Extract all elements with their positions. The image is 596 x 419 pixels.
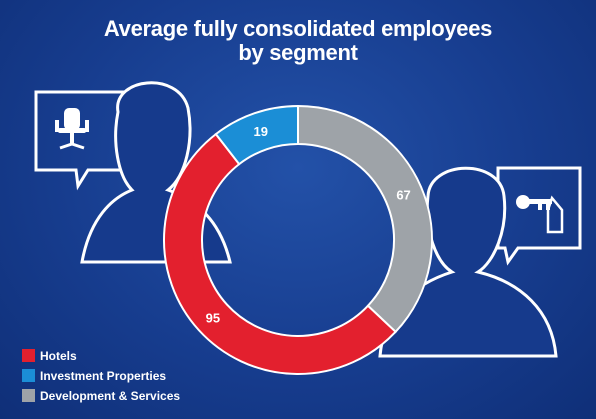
legend-label: Investment Properties <box>40 369 166 383</box>
donut-segment <box>214 104 299 166</box>
legend-swatch <box>22 389 35 402</box>
legend-label: Development & Services <box>40 389 180 403</box>
data-label: 67 <box>396 187 410 202</box>
legend-swatch <box>22 349 35 362</box>
legend-label: Hotels <box>40 349 77 363</box>
legend-swatch <box>22 369 35 382</box>
data-label: 95 <box>206 310 220 325</box>
data-label: 19 <box>254 124 268 139</box>
donut-segment <box>297 104 433 334</box>
decoration <box>34 81 582 358</box>
donut-segment <box>163 132 398 375</box>
chart-title: Average fully consolidated employees by … <box>103 16 493 65</box>
